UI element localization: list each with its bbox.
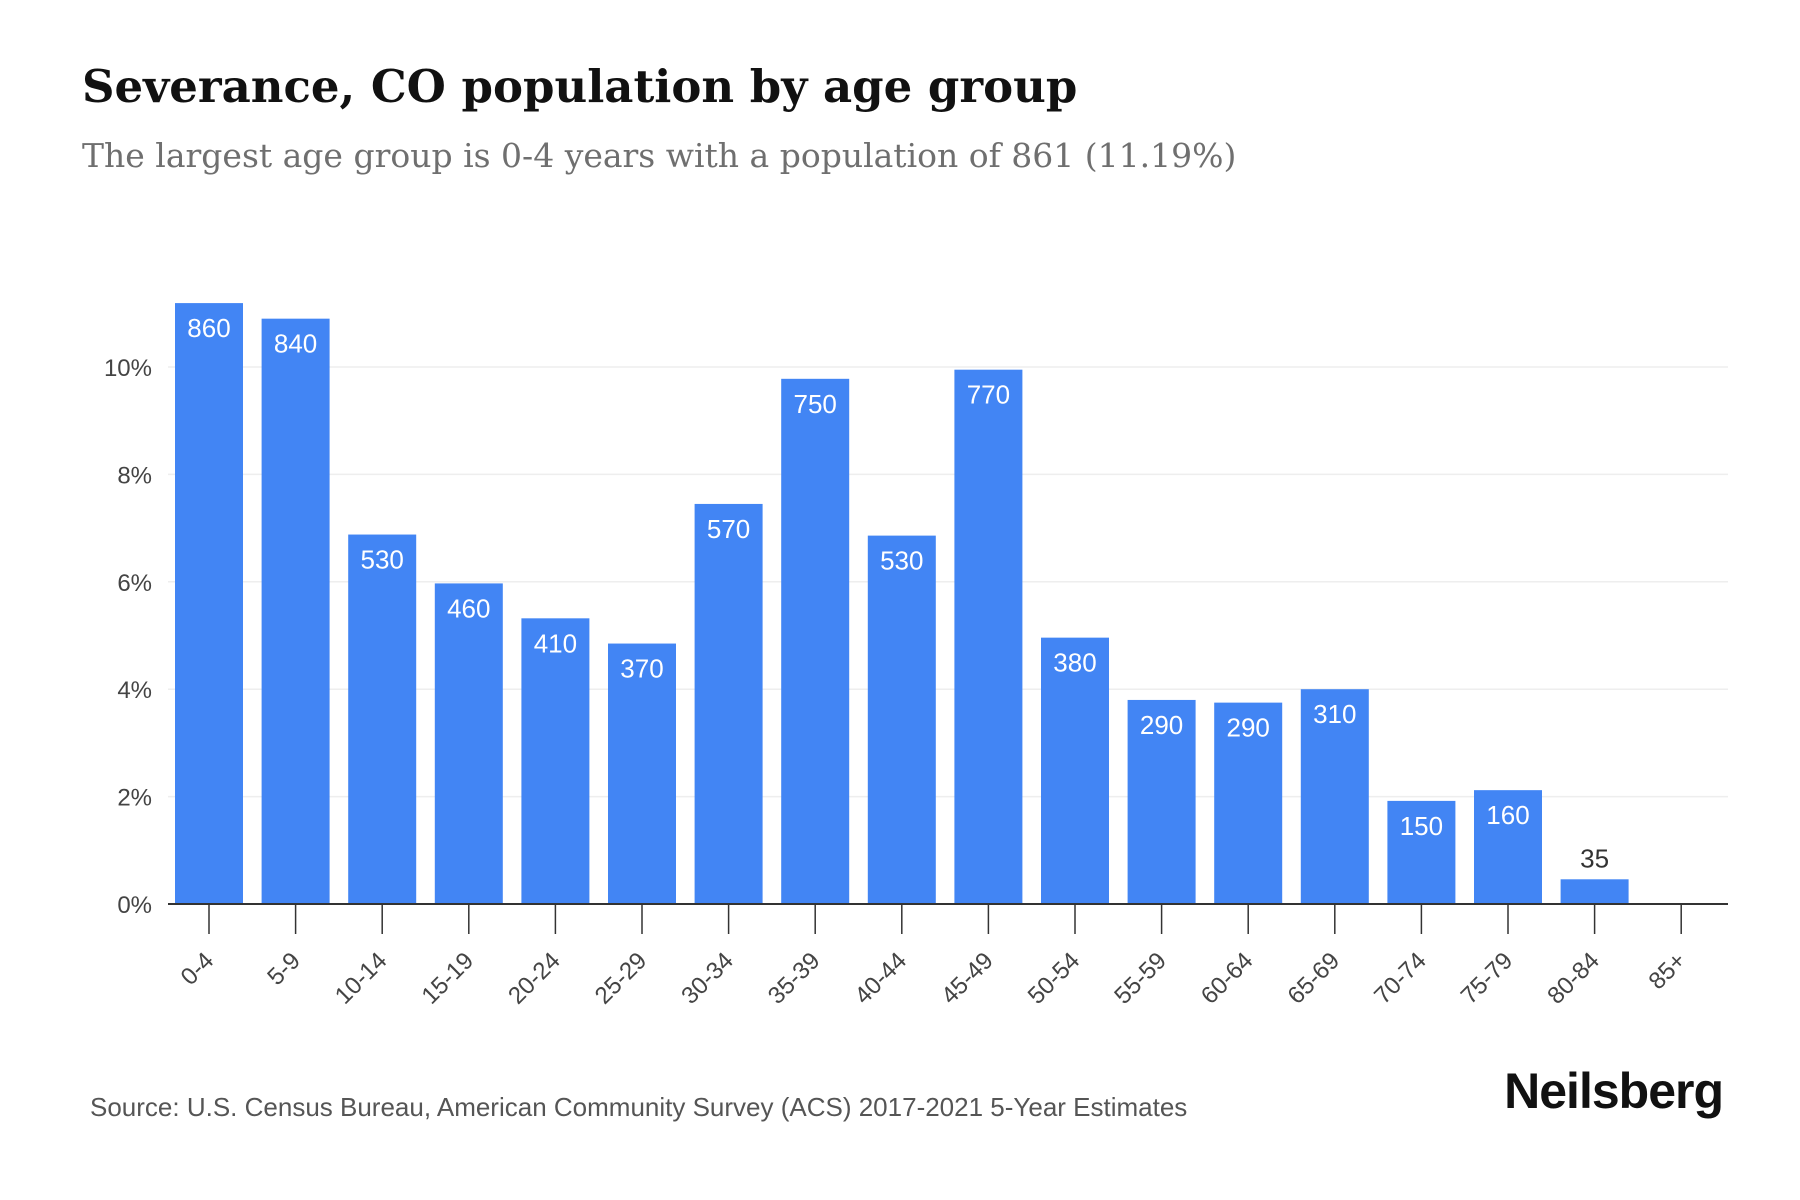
- data-label-75-79: 160: [1486, 800, 1529, 830]
- x-tick-label-0-4: 0-4: [176, 947, 220, 991]
- bar-10-14: [348, 534, 417, 904]
- y-tick-label: 0%: [117, 892, 152, 919]
- source-note: Source: U.S. Census Bureau, American Com…: [90, 1092, 1188, 1122]
- x-tick-label-75-79: 75-79: [1456, 947, 1519, 1010]
- x-tick-label-25-29: 25-29: [590, 947, 653, 1010]
- bar-15-19: [434, 583, 503, 904]
- y-tick-label: 6%: [117, 570, 152, 597]
- x-axis-ticks: 0-4 5-9 10-14 15-19 20-24 25-29 30-34 35-39 40-4…: [176, 904, 1692, 1010]
- x-tick-label-45-49: 45-49: [936, 947, 999, 1010]
- data-label-25-29: 370: [620, 654, 663, 684]
- data-label-30-34: 570: [707, 514, 750, 544]
- x-tick-label-50-54: 50-54: [1023, 947, 1086, 1010]
- x-tick-label-60-64: 60-64: [1196, 947, 1259, 1010]
- data-label-70-74: 150: [1400, 811, 1443, 841]
- bar-45-49: [954, 369, 1023, 904]
- data-label-20-24: 410: [534, 628, 577, 658]
- bars: [175, 303, 1629, 905]
- x-tick-label-40-44: 40-44: [850, 947, 913, 1010]
- x-tick-label-55-59: 55-59: [1109, 947, 1172, 1010]
- data-label-55-59: 290: [1140, 710, 1183, 740]
- bar-20-24: [521, 618, 590, 904]
- x-tick-label-65-69: 65-69: [1283, 947, 1346, 1010]
- bar-5-9: [261, 318, 330, 904]
- data-label-60-64: 290: [1227, 713, 1270, 743]
- bar-50-54: [1041, 637, 1109, 904]
- x-tick-label-70-74: 70-74: [1369, 947, 1432, 1010]
- chart-title: Severance, CO population by age group: [82, 60, 1078, 113]
- bar-data-labels: 860 840 530 460 410 370 570 750 530 770 380 290 290 3…: [187, 313, 1609, 873]
- bar-35-39: [781, 378, 850, 905]
- bar-40-44: [867, 535, 936, 904]
- bar-0-4: [175, 303, 243, 904]
- chart-subtitle: The largest age group is 0-4 years with …: [82, 136, 1237, 175]
- bar-70-74: [1387, 800, 1456, 904]
- data-label-10-14: 530: [361, 545, 404, 575]
- x-tick-label-10-14: 10-14: [330, 947, 393, 1010]
- x-tick-label-35-39: 35-39: [763, 947, 826, 1010]
- bar-chart: 0% 2% 4% 6% 8% 10% 860 840 530 460 410 370 570 750 53…: [104, 303, 1728, 1010]
- x-tick-label-85+: 85+: [1644, 947, 1692, 995]
- data-label-40-44: 530: [880, 546, 923, 576]
- data-label-45-49: 770: [967, 380, 1010, 410]
- data-label-0-4: 860: [187, 313, 230, 343]
- x-tick-label-15-19: 15-19: [417, 947, 480, 1010]
- bar-55-59: [1127, 699, 1196, 904]
- bar-30-34: [694, 503, 763, 904]
- x-tick-label-30-34: 30-34: [676, 947, 739, 1010]
- y-tick-label: 10%: [104, 355, 152, 382]
- gridlines: [168, 366, 1728, 798]
- y-axis-ticks: 0% 2% 4% 6% 8% 10%: [104, 355, 152, 919]
- x-tick-label-5-9: 5-9: [262, 947, 306, 991]
- y-tick-label: 8%: [117, 462, 152, 489]
- bar-80-84: [1560, 879, 1629, 904]
- bar-25-29: [608, 643, 676, 904]
- x-tick-label-80-84: 80-84: [1542, 947, 1605, 1010]
- y-tick-label: 2%: [117, 785, 152, 812]
- x-tick-label-20-24: 20-24: [503, 947, 566, 1010]
- bar-65-69: [1300, 689, 1369, 904]
- bar-60-64: [1214, 702, 1283, 904]
- y-tick-label: 4%: [117, 677, 152, 704]
- data-label-5-9: 840: [274, 329, 317, 359]
- data-label-80-84: 35: [1580, 843, 1609, 873]
- brand-logo: Neilsberg: [1504, 1063, 1724, 1119]
- data-label-35-39: 750: [794, 389, 837, 419]
- data-label-50-54: 380: [1053, 648, 1096, 678]
- data-label-15-19: 460: [447, 593, 490, 623]
- data-label-65-69: 310: [1313, 699, 1356, 729]
- bar-75-79: [1474, 790, 1542, 904]
